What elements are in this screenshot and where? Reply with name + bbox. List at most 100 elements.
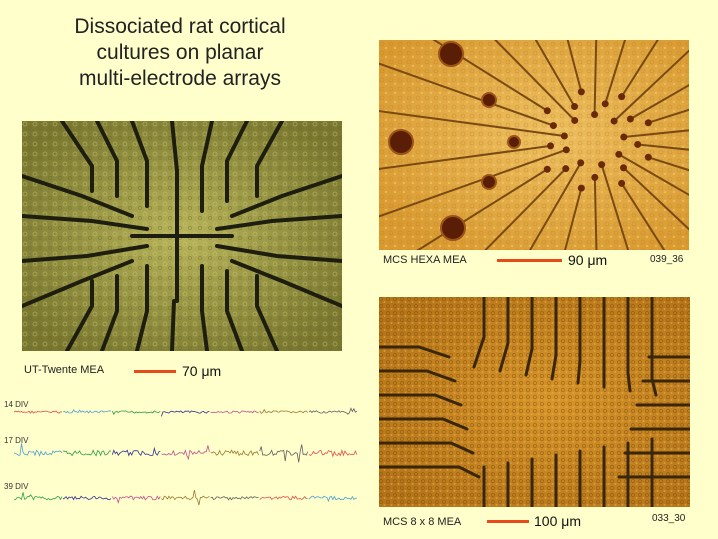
electrode-lead: [626, 297, 632, 393]
electrode-lead: [379, 465, 481, 479]
grid8-image: [379, 297, 690, 507]
electrode-lead: [416, 168, 549, 250]
electrode-lead: [100, 274, 119, 351]
spike-trace: [161, 445, 210, 461]
electrode-lead: [130, 121, 149, 208]
electrode-lead: [617, 153, 689, 197]
spike-trace: [111, 495, 161, 504]
spike-trace: [14, 410, 62, 414]
grid8-scale-label: 100 μm: [534, 513, 581, 529]
electrode-dot: [571, 102, 579, 110]
hexa-image: [379, 40, 689, 250]
trace-label-14div: 14 DIV: [4, 400, 29, 409]
spike-trace: [210, 496, 259, 501]
electrode-lead: [230, 174, 342, 218]
electrode-lead: [22, 214, 149, 231]
electrode-lead: [566, 40, 583, 93]
title-line-2: cultures on planar: [96, 41, 264, 64]
electrode-lead: [564, 187, 583, 250]
electrode-dot: [618, 179, 626, 187]
spike-traces: [14, 398, 358, 524]
electrode-lead: [200, 121, 214, 213]
electrode-dot: [547, 142, 555, 150]
hexa-scale-label: 90 μm: [568, 252, 608, 268]
hexa-image-code: 039_36: [650, 254, 684, 265]
large-electrode: [438, 41, 464, 67]
hexa-scale-bar: [497, 259, 562, 262]
electrode-lead: [95, 121, 119, 198]
electrode-lead: [379, 369, 457, 383]
electrode-lead: [620, 40, 659, 98]
spike-trace: [259, 444, 309, 463]
grid8-image-code: 033_30: [652, 513, 686, 524]
spike-trace: [308, 407, 358, 415]
spike-traces-image: [14, 407, 358, 506]
ut-twente-caption: UT-Twente MEA: [24, 364, 105, 376]
electrode-lead: [600, 163, 630, 250]
electrode-lead: [647, 108, 689, 124]
electrode-lead: [230, 259, 342, 308]
large-electrode: [440, 215, 466, 241]
electrode-lead: [494, 40, 576, 122]
spike-trace: [62, 449, 112, 457]
ut-twente-image: [22, 121, 342, 351]
title-line-3: multi-electrode arrays: [79, 67, 281, 90]
trace-label-17div: 17 DIV: [4, 436, 29, 445]
spike-trace: [111, 446, 161, 457]
electrode-lead: [534, 40, 576, 108]
electrode-lead: [215, 214, 342, 231]
electrode-dot: [615, 150, 623, 158]
electrode-dot: [626, 115, 634, 123]
title-line-1: Dissociated rat cortical: [74, 15, 286, 38]
electrode-lead: [135, 264, 149, 351]
electrode-lead: [379, 393, 463, 407]
hexa-caption: MCS HEXA MEA: [383, 254, 467, 266]
electrode-dot: [562, 165, 570, 173]
grid8-caption: MCS 8 x 8 MEA: [383, 516, 462, 528]
ut-twente-scale-bar: [134, 370, 176, 373]
large-electrode: [507, 135, 521, 149]
spike-trace: [259, 495, 308, 501]
electrode-lead: [255, 274, 279, 351]
electrode-dot: [618, 93, 626, 101]
grid8-micrograph: [379, 297, 690, 507]
electrode-dot: [610, 117, 618, 125]
electrode-lead: [604, 40, 627, 105]
electrode-lead: [593, 176, 598, 250]
electrode-lead: [22, 244, 149, 263]
electrode-dot: [634, 140, 642, 148]
electrode-lead: [200, 264, 209, 351]
electrode-lead: [225, 121, 249, 203]
spike-trace: [259, 408, 308, 414]
electrode-lead: [379, 417, 469, 431]
electrode-dot: [560, 132, 568, 140]
electrode-lead: [170, 121, 179, 173]
electrode-lead: [379, 148, 568, 218]
spike-trace: [111, 410, 161, 416]
electrode-lead: [629, 83, 689, 120]
electrode-dot: [577, 184, 585, 192]
electrode-lead: [65, 279, 94, 351]
electrode-lead: [472, 297, 486, 369]
electrode-lead: [170, 299, 176, 351]
spike-trace: [308, 449, 358, 458]
electrode-lead: [524, 297, 534, 377]
electrode-dot: [620, 164, 628, 172]
electrode-lead: [484, 167, 567, 250]
ut-twente-scale-label: 70 μm: [182, 363, 222, 379]
electrode-lead: [225, 269, 244, 351]
electrode-dot: [644, 119, 652, 127]
electrode-lead: [379, 441, 475, 455]
electrode-lead: [255, 121, 284, 198]
electrode-dot: [591, 111, 599, 119]
large-electrode: [388, 129, 414, 155]
electrode-dot: [644, 153, 652, 161]
electrode-lead: [22, 174, 134, 218]
spike-trace: [161, 490, 210, 506]
spike-trace: [62, 495, 112, 501]
electrode-dot: [601, 100, 609, 108]
electrode-lead: [528, 161, 582, 250]
spike-trace: [210, 449, 259, 457]
electrode-lead: [379, 62, 555, 127]
large-electrode: [481, 92, 497, 108]
